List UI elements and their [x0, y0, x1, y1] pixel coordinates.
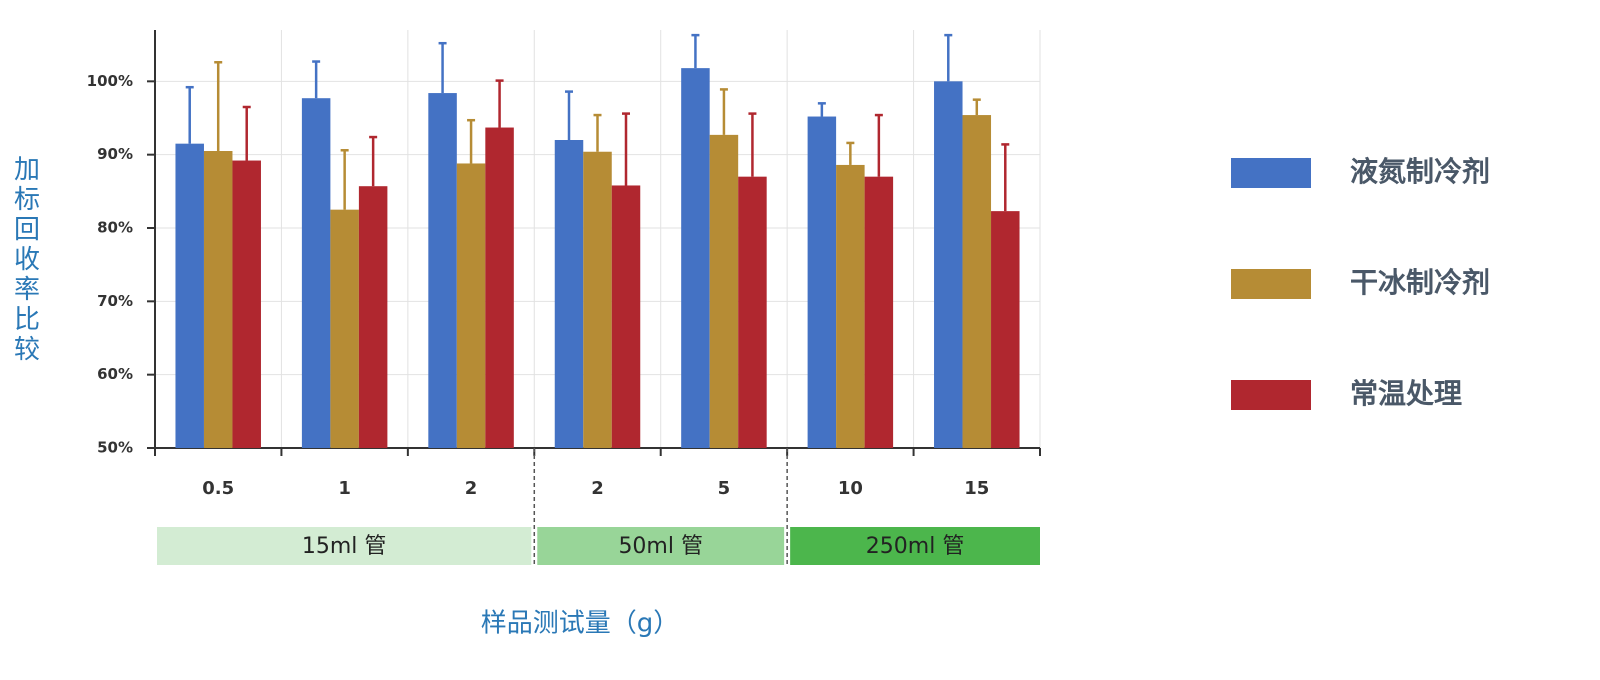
bar	[175, 143, 204, 448]
bar	[709, 134, 739, 448]
y-tick-label: 90%	[97, 145, 133, 163]
bar	[232, 160, 261, 449]
x-tick-label: 10	[838, 478, 863, 499]
x-tick-label: 2	[465, 478, 478, 499]
legend-label: 常温处理	[1350, 377, 1462, 410]
bar	[934, 81, 963, 448]
legend-swatch	[1231, 380, 1311, 410]
group-box	[157, 527, 532, 565]
bar	[330, 209, 359, 448]
group-box	[790, 527, 1040, 565]
bar	[554, 140, 584, 448]
x-tick-label: 15	[964, 478, 989, 499]
bar	[456, 163, 486, 448]
legend-swatch	[1231, 269, 1311, 299]
bar	[807, 116, 837, 449]
bar	[428, 93, 457, 449]
group-label: 250ml 管	[866, 534, 965, 559]
bar	[991, 211, 1020, 448]
y-tick-label: 50%	[97, 439, 133, 457]
x-axis-title: 样品测试量（g）	[481, 609, 680, 639]
bar	[681, 68, 710, 448]
bar	[962, 115, 992, 449]
x-tick-label: 2	[591, 478, 604, 499]
bar	[836, 164, 865, 448]
y-axis-title: 加标回收率比较	[10, 155, 40, 365]
legend-swatch	[1231, 158, 1311, 188]
x-tick-label: 1	[338, 478, 351, 499]
y-tick-label: 100%	[87, 72, 133, 90]
x-tick-label: 0.5	[202, 478, 234, 499]
y-tick-label: 80%	[97, 219, 133, 237]
group-label: 50ml 管	[618, 534, 703, 559]
y-tick-label: 60%	[97, 365, 133, 383]
bar	[485, 127, 514, 449]
legend-label: 干冰制冷剂	[1350, 266, 1490, 299]
bar	[583, 151, 612, 448]
x-tick-label: 5	[718, 478, 731, 499]
bar	[301, 98, 331, 448]
y-tick-label: 70%	[97, 292, 133, 310]
bar	[864, 176, 894, 448]
bar	[203, 151, 233, 448]
bar	[738, 176, 767, 448]
legend-label: 液氮制冷剂	[1350, 155, 1490, 188]
group-box	[537, 527, 785, 565]
bar	[611, 185, 641, 448]
bar	[358, 186, 388, 448]
group-label: 15ml 管	[302, 534, 387, 559]
